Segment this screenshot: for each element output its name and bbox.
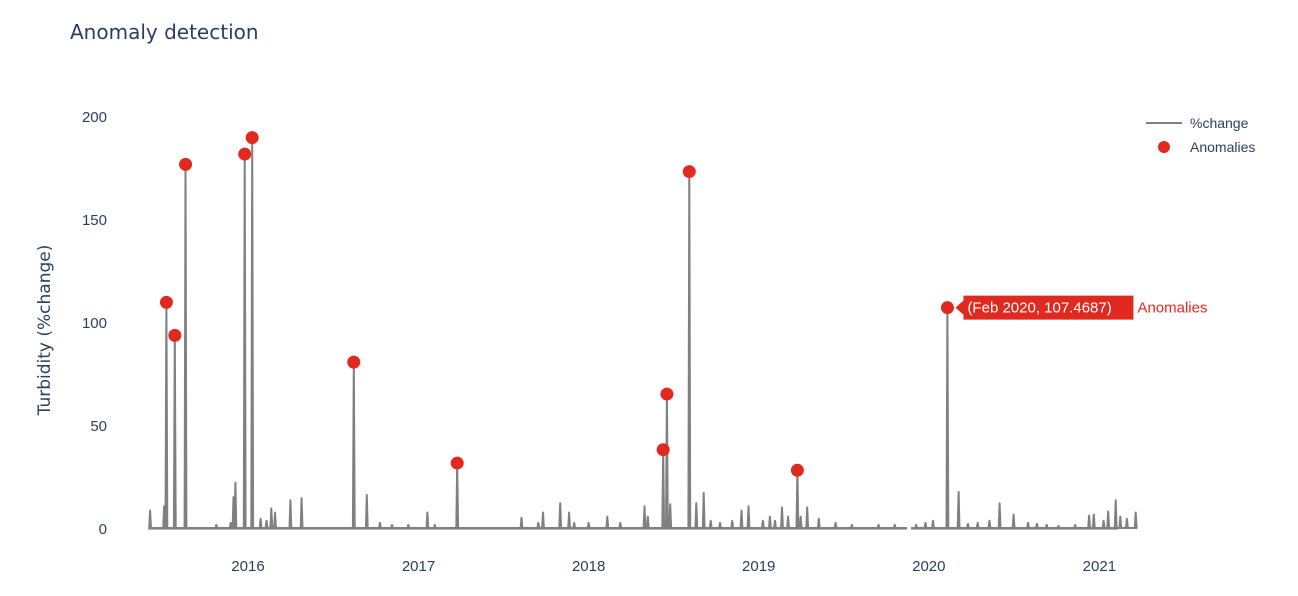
- legend-marker-swatch: [1158, 141, 1170, 153]
- anomaly-marker[interactable]: [245, 131, 259, 145]
- anomaly-marker[interactable]: [940, 301, 954, 315]
- x-tick-label: 2021: [1083, 558, 1116, 575]
- hover-value-text: (Feb 2020, 107.4687): [967, 300, 1111, 317]
- hover-series-name: Anomalies: [1137, 300, 1207, 317]
- legend-label-anomalies[interactable]: Anomalies: [1190, 139, 1255, 155]
- hover-tooltip: (Feb 2020, 107.4687) Anomalies: [955, 295, 1207, 320]
- legend-label-change[interactable]: %change: [1190, 115, 1249, 131]
- chart-title: Anomaly detection: [70, 20, 259, 44]
- anomaly-marker[interactable]: [238, 147, 252, 161]
- anomaly-marker[interactable]: [179, 157, 193, 171]
- series-line-change: [911, 306, 1138, 529]
- anomaly-marker[interactable]: [450, 456, 464, 470]
- anomaly-marker[interactable]: [660, 387, 674, 401]
- y-tick-label: 200: [82, 109, 107, 126]
- y-tick-label: 150: [82, 212, 107, 229]
- x-axis-ticks: 2016 2017 2018 2019 2020 2021: [231, 558, 1116, 575]
- anomaly-marker[interactable]: [168, 328, 182, 342]
- plot-area[interactable]: [148, 131, 1138, 530]
- anomaly-marker[interactable]: [347, 355, 361, 369]
- y-tick-label: 50: [90, 418, 107, 435]
- anomaly-marker[interactable]: [656, 443, 670, 457]
- legend[interactable]: %change Anomalies: [1146, 115, 1255, 155]
- anomaly-marker[interactable]: [159, 295, 173, 309]
- y-tick-label: 0: [99, 521, 107, 538]
- anomaly-marker[interactable]: [682, 165, 696, 179]
- y-tick-label: 100: [82, 315, 107, 332]
- x-tick-label: 2018: [572, 558, 605, 575]
- y-axis-title: Turbidity (%change): [35, 245, 55, 417]
- x-tick-label: 2020: [912, 558, 945, 575]
- hover-box: [955, 295, 1134, 320]
- x-tick-label: 2019: [742, 558, 775, 575]
- x-tick-label: 2017: [402, 558, 435, 575]
- anomaly-marker[interactable]: [790, 463, 804, 477]
- y-axis-ticks: 0 50 100 150 200: [82, 109, 107, 538]
- x-tick-label: 2016: [231, 558, 264, 575]
